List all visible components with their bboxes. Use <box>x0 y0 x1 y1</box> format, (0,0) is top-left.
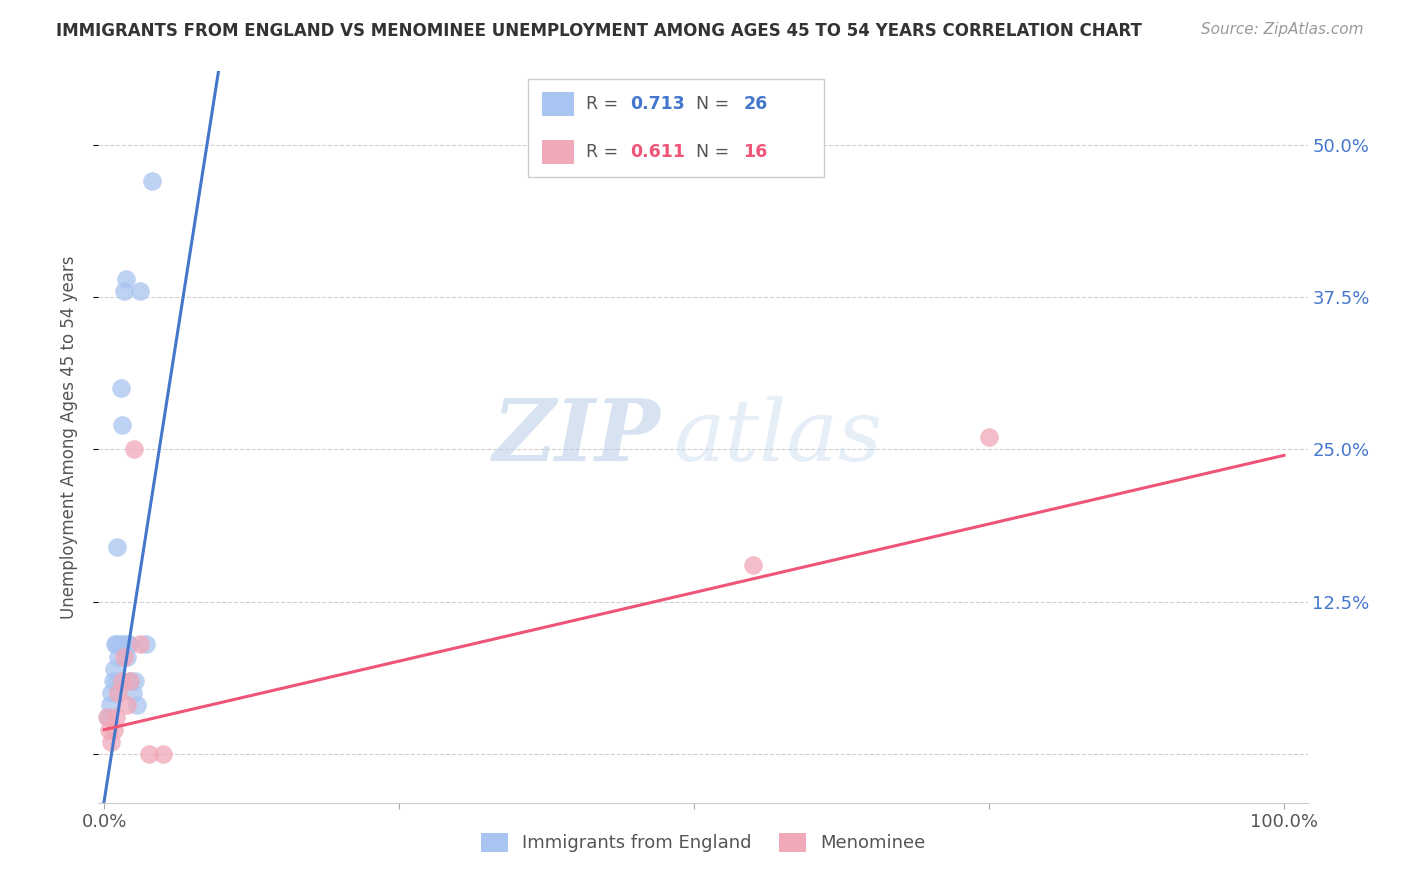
Text: 0.611: 0.611 <box>630 144 685 161</box>
Point <box>120 673 142 688</box>
Point <box>112 637 135 651</box>
Point <box>98 723 121 737</box>
Point <box>127 698 149 713</box>
Point <box>100 735 122 749</box>
Point <box>103 662 125 676</box>
Point <box>124 673 146 688</box>
Point <box>121 686 143 700</box>
Point <box>101 673 124 688</box>
Point <box>107 686 129 700</box>
Point <box>138 747 160 761</box>
Point <box>105 710 128 724</box>
Legend: Immigrants from England, Menominee: Immigrants from England, Menominee <box>474 826 932 860</box>
Point <box>122 442 145 457</box>
Point <box>105 540 128 554</box>
Text: 26: 26 <box>744 95 768 113</box>
Y-axis label: Unemployment Among Ages 45 to 54 years: Unemployment Among Ages 45 to 54 years <box>59 255 77 619</box>
FancyBboxPatch shape <box>527 78 824 178</box>
Point <box>128 637 150 651</box>
Point <box>112 284 135 298</box>
Text: atlas: atlas <box>672 396 882 478</box>
Point <box>103 723 125 737</box>
Point <box>141 174 163 188</box>
Point <box>104 637 127 651</box>
Point <box>100 686 122 700</box>
Text: N =: N = <box>685 95 735 113</box>
Point <box>115 698 138 713</box>
Point <box>105 673 128 688</box>
Text: Source: ZipAtlas.com: Source: ZipAtlas.com <box>1201 22 1364 37</box>
Point <box>152 747 174 761</box>
Text: N =: N = <box>685 144 735 161</box>
Text: IMMIGRANTS FROM ENGLAND VS MENOMINEE UNEMPLOYMENT AMONG AGES 45 TO 54 YEARS CORR: IMMIGRANTS FROM ENGLAND VS MENOMINEE UNE… <box>56 22 1142 40</box>
Point <box>105 637 128 651</box>
Point <box>98 698 121 713</box>
Point <box>112 649 135 664</box>
Text: R =: R = <box>586 95 624 113</box>
Point <box>111 417 134 432</box>
Text: 0.713: 0.713 <box>630 95 685 113</box>
Point <box>118 637 141 651</box>
Point <box>111 673 134 688</box>
Point <box>108 637 131 651</box>
Point <box>97 710 120 724</box>
Point <box>96 710 118 724</box>
Point <box>742 558 765 573</box>
Text: ZIP: ZIP <box>494 395 661 479</box>
FancyBboxPatch shape <box>543 140 574 164</box>
Point <box>120 673 142 688</box>
Point <box>107 649 129 664</box>
Point <box>977 430 1000 444</box>
Point <box>114 271 136 285</box>
Point <box>128 284 150 298</box>
Point <box>110 381 132 395</box>
Point <box>115 649 138 664</box>
Text: R =: R = <box>586 144 624 161</box>
Point <box>135 637 157 651</box>
Point <box>117 637 139 651</box>
FancyBboxPatch shape <box>543 92 574 116</box>
Text: 16: 16 <box>744 144 768 161</box>
